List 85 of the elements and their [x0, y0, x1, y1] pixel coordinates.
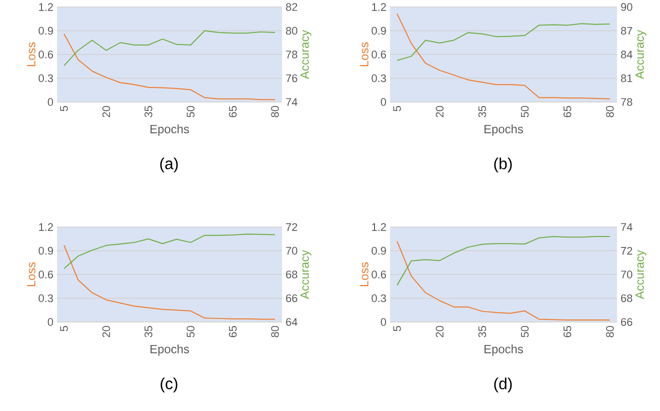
- y2-tick-label: 78: [286, 50, 298, 58]
- text: (d): [494, 378, 512, 392]
- y-tick-label: 0.3: [38, 74, 53, 82]
- y2-tick-label: 90: [621, 3, 632, 11]
- y-tick-label: 0: [48, 98, 54, 106]
- line-series: [396, 23, 610, 61]
- y-tick-label: 0.9: [38, 246, 53, 255]
- x-tick-label: 35: [478, 106, 486, 118]
- y2-tick-label: 70: [621, 270, 632, 278]
- x-tick-label: 20: [102, 106, 110, 118]
- y2-tick-label: 72: [286, 223, 298, 231]
- y2-tick-label: 68: [621, 294, 632, 302]
- y2-tick-label: 74: [286, 98, 298, 106]
- x-axis-title: Epochs: [150, 344, 190, 356]
- y-tick-label: 0.9: [372, 26, 386, 35]
- y2-axis-title: Accuracy: [636, 30, 646, 80]
- x-tick-label: 80: [271, 106, 279, 118]
- y2-tick-label: 64: [286, 318, 298, 326]
- line-series: [64, 244, 276, 320]
- y-tick-label: 0.3: [372, 74, 386, 82]
- x-tick-label: 65: [563, 326, 572, 338]
- y-tick-label: 0.6: [372, 50, 386, 58]
- y-tick-label: 0.3: [372, 294, 386, 302]
- x-tick-label: 65: [228, 106, 237, 118]
- y2-tick-label: 78: [621, 98, 632, 106]
- x-tick-label: 50: [520, 326, 529, 338]
- y-axis-title: Loss: [27, 262, 36, 286]
- y2-axis-title: Accuracy: [636, 250, 646, 300]
- y2-tick-label: 80: [286, 26, 298, 35]
- y2-tick-label: 81: [620, 74, 632, 82]
- text: (a): [160, 158, 178, 172]
- line-series: [64, 234, 276, 270]
- y-tick-label: 0: [380, 98, 386, 106]
- y2-tick-label: 74: [621, 223, 632, 231]
- x-tick-label: 80: [606, 326, 614, 338]
- x-tick-label: 20: [436, 106, 444, 118]
- x-tick-label: 80: [606, 106, 614, 118]
- y-tick-label: 0.9: [372, 246, 386, 255]
- line-series: [64, 30, 276, 66]
- x-tick-label: 65: [228, 326, 237, 338]
- y-tick-label: 0.6: [372, 270, 386, 278]
- y2-tick-label: 72: [621, 246, 632, 255]
- x-tick-label: 50: [186, 326, 194, 338]
- x-axis-title: Epochs: [484, 124, 524, 136]
- y-tick-label: 1.2: [39, 223, 53, 231]
- text: (b): [494, 158, 512, 172]
- y-tick-label: 0: [48, 318, 54, 326]
- y2-tick-label: 70: [286, 246, 298, 255]
- y2-tick-label: 68: [286, 270, 298, 278]
- line-series: [396, 236, 610, 286]
- y-axis-title: Loss: [360, 262, 368, 286]
- x-tick-label: 80: [271, 326, 279, 338]
- y2-tick-label: 87: [620, 26, 632, 35]
- y-tick-label: 1.2: [39, 3, 53, 11]
- y-tick-label: 0: [380, 318, 386, 326]
- x-tick-label: 35: [144, 106, 152, 118]
- y2-tick-label: 66: [621, 318, 632, 326]
- y-tick-label: 0.6: [38, 50, 53, 58]
- y2-axis-title: Accuracy: [300, 250, 312, 300]
- y-tick-label: 0.3: [38, 294, 53, 302]
- y-axis-title: Loss: [27, 42, 36, 66]
- x-tick-label: 5: [60, 106, 68, 112]
- y-tick-label: 0.6: [38, 270, 53, 278]
- x-tick-label: 20: [102, 326, 110, 338]
- y-tick-label: 0.9: [38, 26, 53, 35]
- x-tick-label: 35: [478, 326, 486, 338]
- x-tick-label: 20: [436, 326, 444, 338]
- x-tick-label: 5: [393, 326, 401, 332]
- y-tick-label: 1.2: [372, 223, 386, 231]
- x-tick-label: 50: [186, 106, 194, 118]
- text: (c): [160, 378, 178, 392]
- y-tick-label: 1.2: [372, 3, 386, 11]
- y2-tick-label: 76: [286, 74, 298, 82]
- y-axis-title: Loss: [360, 42, 368, 66]
- x-axis-title: Epochs: [484, 344, 524, 356]
- x-tick-label: 65: [563, 106, 572, 118]
- y2-axis-title: Accuracy: [300, 30, 312, 80]
- y2-tick-label: 66: [286, 294, 298, 302]
- x-tick-label: 5: [393, 106, 401, 112]
- x-tick-label: 50: [520, 106, 529, 118]
- x-axis-title: Epochs: [150, 124, 190, 136]
- y2-tick-label: 84: [620, 50, 632, 58]
- x-tick-label: 5: [60, 326, 68, 332]
- x-tick-label: 35: [144, 326, 152, 338]
- y2-tick-label: 82: [286, 3, 298, 11]
